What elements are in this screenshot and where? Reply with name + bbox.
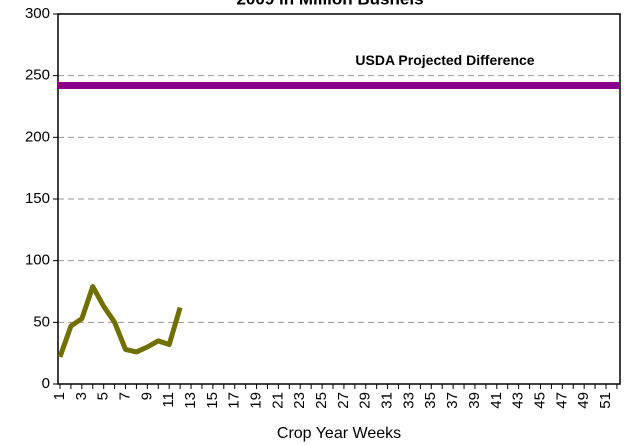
x-tick-label: 27 xyxy=(335,392,352,409)
x-tick-label: 49 xyxy=(575,392,592,409)
x-tick-label: 33 xyxy=(400,392,417,409)
x-tick-label: 51 xyxy=(597,392,614,409)
x-tick-label: 15 xyxy=(204,392,221,409)
x-tick-label: 29 xyxy=(357,392,374,409)
y-tick-label: 0 xyxy=(42,375,50,392)
x-tick-label: 11 xyxy=(160,392,177,408)
x-axis-label: Crop Year Weeks xyxy=(277,425,401,442)
x-tick-label: 19 xyxy=(248,392,265,409)
y-tick-label: 100 xyxy=(25,252,50,269)
x-tick-label: 9 xyxy=(138,392,155,400)
x-tick-label: 41 xyxy=(488,392,505,409)
reference-label: USDA Projected Difference xyxy=(355,52,534,68)
plot-frame xyxy=(57,13,621,385)
x-tick-label: 31 xyxy=(379,392,396,409)
x-tick-label: 43 xyxy=(510,392,527,409)
x-tick-label: 3 xyxy=(73,392,90,400)
x-tick-label: 7 xyxy=(116,392,133,400)
y-tick-label: 50 xyxy=(33,313,50,330)
x-tick-label: 17 xyxy=(226,392,243,409)
chart-title: 2009 in Million Bushels xyxy=(236,0,423,8)
x-tick-label: 39 xyxy=(466,392,483,409)
y-tick-label: 200 xyxy=(25,128,50,145)
x-tick-label: 21 xyxy=(269,392,286,409)
y-tick-label: 150 xyxy=(25,190,50,207)
x-tick-label: 45 xyxy=(531,392,548,409)
x-tick-label: 5 xyxy=(95,392,112,400)
y-tick-label: 250 xyxy=(25,67,50,84)
x-tick-label: 25 xyxy=(313,392,330,409)
x-tick-label: 1 xyxy=(51,392,68,400)
x-tick-label: 35 xyxy=(422,392,439,409)
x-tick-label: 37 xyxy=(444,392,461,409)
series-line xyxy=(57,284,183,358)
x-tick-label: 13 xyxy=(182,392,199,409)
x-tick-label: 47 xyxy=(553,392,570,409)
x-tick-label: 23 xyxy=(291,392,308,409)
y-tick-label: 300 xyxy=(25,5,50,22)
